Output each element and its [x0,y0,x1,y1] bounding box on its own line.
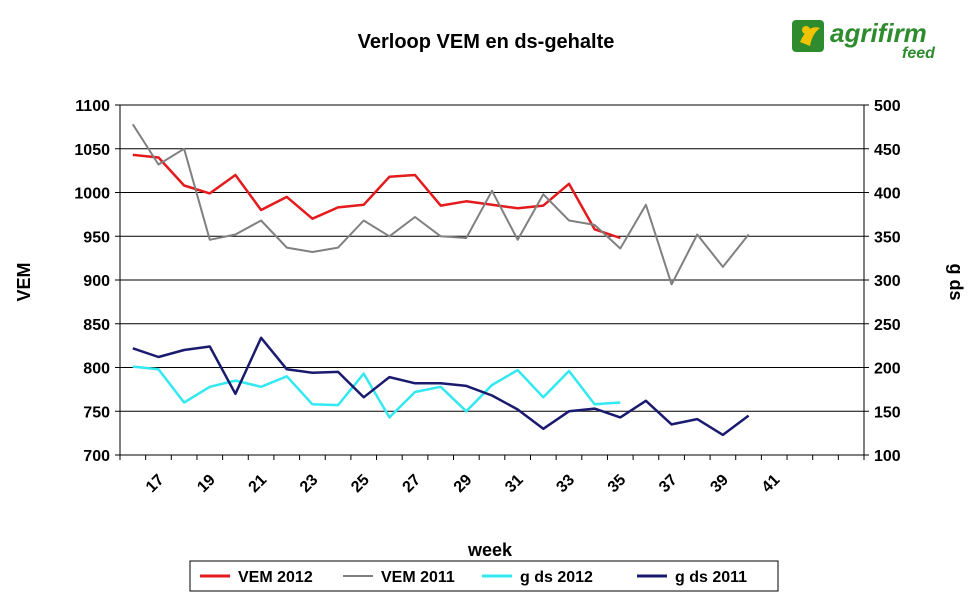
x-tick-label: 27 [400,471,425,496]
series-line-g-ds-2012 [132,365,621,419]
y-left-tick-label: 900 [83,273,110,290]
y-left-tick-label: 1000 [74,186,110,203]
y-right-tick-label: 250 [874,317,901,334]
x-tick-label: 31 [502,471,527,496]
x-tick-label: 23 [297,471,322,496]
y-left-tick-label: 850 [83,317,110,334]
x-tick-label: 41 [759,471,784,496]
y-right-tick-label: 150 [874,404,901,421]
x-tick-label: 39 [707,471,732,496]
x-tick-label: 21 [246,471,271,496]
legend-label: g ds 2011 [675,569,747,586]
legend: VEM 2012 VEM 2011 g ds 2012 g ds 2011 [189,560,779,592]
series-line-vem-2012 [132,153,621,240]
y-right-tick-label: 400 [874,186,901,203]
y-left-tick-label: 750 [83,404,110,421]
y-right-tick-label: 450 [874,142,901,159]
x-tick-label: 17 [143,471,168,496]
y-left-tick-label: 1100 [75,98,110,115]
x-tick-label: 33 [553,471,578,496]
legend-label: VEM 2012 [238,569,313,586]
logo-sub-text: feed [902,45,936,62]
chart-title: Verloop VEM en ds-gehalte [358,31,615,53]
y-left-tick-label: 1050 [74,142,110,159]
y-right-tick-label: 100 [874,448,901,465]
y-left-tick-label: 800 [83,361,110,378]
y-axis-right: 100 150 200 250 300 350 400 450 500 [864,98,901,465]
x-tick-label: 29 [451,471,476,496]
gridlines [120,104,864,456]
y-right-tick-label: 350 [874,229,901,246]
legend-label: g ds 2012 [520,569,593,586]
y-axis-right-label: g ds [946,263,966,300]
x-tick-label: 35 [605,471,630,496]
x-tick-label: 19 [194,471,219,496]
logo-brand-text: agrifirm [830,18,927,48]
x-tick-label: 37 [656,471,681,496]
y-axis-left: 700 750 800 850 900 950 1000 1050 1100 [74,98,120,465]
logo: agrifirm feed [792,18,936,62]
y-left-tick-label: 950 [83,229,110,246]
series-line-vem-2011 [131,123,750,286]
y-right-tick-label: 200 [874,361,901,378]
x-tick-label: 25 [348,471,373,496]
y-axis-left-label: VEM [14,262,34,301]
x-axis: 17 19 21 23 25 27 29 31 33 35 37 39 41 [119,455,865,496]
x-axis-label: week [467,540,513,560]
series-lines [131,123,750,437]
series-line-g-ds-2011 [132,336,750,437]
agrifirm-logo-icon [792,20,824,52]
y-right-tick-label: 300 [874,273,901,290]
y-left-tick-label: 700 [83,448,110,465]
legend-label: VEM 2011 [381,569,455,586]
y-right-tick-label: 500 [874,98,901,115]
